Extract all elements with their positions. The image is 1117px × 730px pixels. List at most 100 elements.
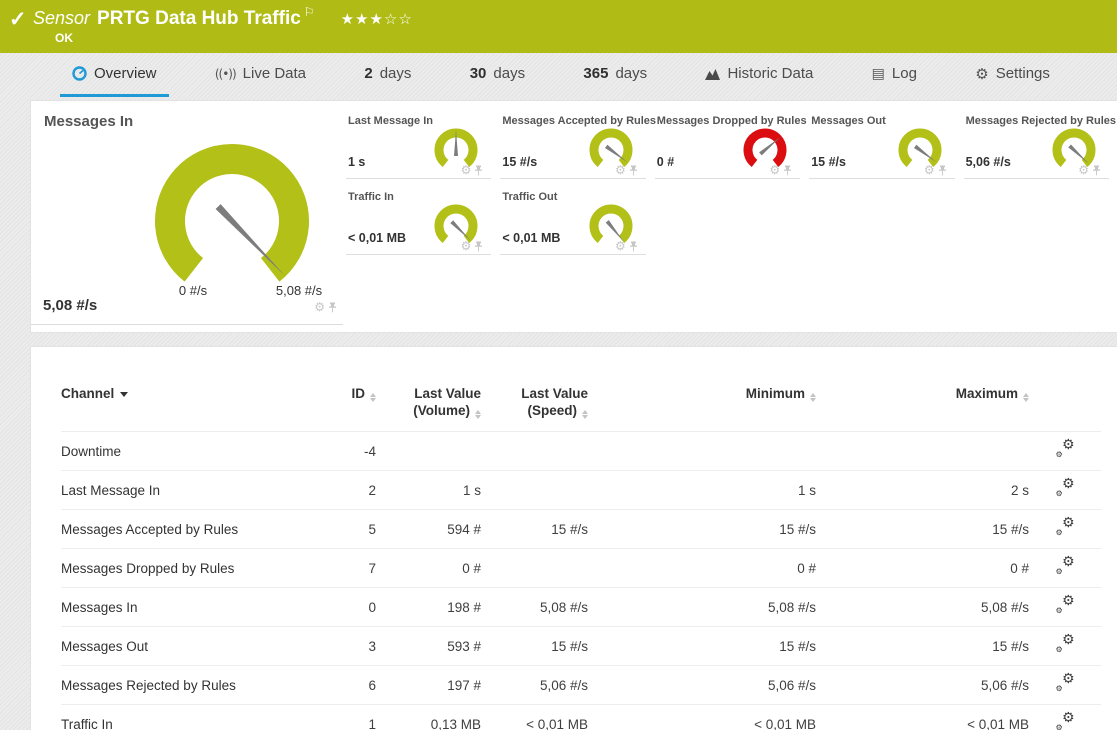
gear-icon[interactable]: ⚙: [769, 163, 781, 177]
pin-icon[interactable]: [783, 165, 792, 176]
column-header-channel[interactable]: Channel: [61, 385, 311, 432]
gauge-card-last-message-in[interactable]: Last Message In 1 s ⚙: [346, 113, 492, 179]
channel-settings-icon[interactable]: ⚙ ⚙: [1055, 554, 1075, 576]
gauge: [898, 128, 942, 167]
pin-icon[interactable]: [629, 241, 638, 252]
log-icon: ▤: [871, 65, 885, 82]
pin-icon[interactable]: [629, 165, 638, 176]
column-header-maximum[interactable]: Maximum: [816, 385, 1029, 432]
cell-actions: ⚙ ⚙: [1029, 548, 1101, 588]
cell-speed: < 0,01 MB: [481, 704, 588, 730]
cell-channel: Last Message In: [61, 470, 311, 510]
gauge: [155, 144, 309, 282]
gear-icon[interactable]: ⚙: [460, 163, 472, 177]
cell-id: 2: [311, 470, 376, 510]
cell-speed: 15 #/s: [481, 509, 588, 549]
tab-historic-data[interactable]: Historic Data: [693, 53, 825, 97]
flag-icon[interactable]: ⚐: [303, 5, 315, 19]
gauge: [1052, 128, 1096, 167]
cell-id: 3: [311, 626, 376, 666]
pin-icon[interactable]: [1092, 165, 1101, 176]
gear-icon[interactable]: ⚙: [615, 239, 626, 253]
column-header-minimum[interactable]: Minimum: [588, 385, 816, 432]
gauge-card-messages-out[interactable]: Messages Out 15 #/s ⚙: [809, 113, 955, 179]
gauge-card-traffic-out[interactable]: Traffic Out < 0,01 MB ⚙: [500, 189, 646, 255]
cell-id: 5: [311, 509, 376, 549]
cell-actions: ⚙ ⚙: [1029, 470, 1101, 510]
table-row-messages-rejected-by-rules[interactable]: Messages Rejected by Rules 6 197 #5,06 #/s…: [61, 665, 1101, 705]
tab-log[interactable]: ▤ Log: [860, 53, 929, 97]
channel-settings-icon[interactable]: ⚙ ⚙: [1055, 515, 1075, 537]
cell-id: 1: [311, 704, 376, 730]
pin-icon[interactable]: [938, 165, 947, 176]
cell-channel: Messages In: [61, 587, 311, 627]
gear-icon[interactable]: ⚙: [314, 300, 325, 314]
channel-settings-icon[interactable]: ⚙ ⚙: [1055, 632, 1075, 654]
channel-settings-icon[interactable]: ⚙ ⚙: [1055, 437, 1075, 459]
gear-icon[interactable]: ⚙: [923, 163, 935, 177]
table-row-messages-out[interactable]: Messages Out 3 593 #15 #/s 15 #/s 15 #/s ⚙ ⚙: [61, 626, 1101, 666]
tab-365-days[interactable]: 365 days: [571, 53, 659, 97]
gauge-card-messages-dropped-by-rules[interactable]: Messages Dropped by Rules 0 # ⚙: [654, 113, 807, 179]
gauge-value: 0 #: [656, 155, 675, 169]
gauge-card-messages-accepted-by-rules[interactable]: Messages Accepted by Rules 15 #/s ⚙: [500, 113, 656, 179]
cell-min: 1 s: [588, 470, 816, 510]
pin-icon[interactable]: [328, 302, 337, 313]
gauge-title: Last Message In: [348, 115, 433, 127]
gauge-title: Messages In: [44, 113, 134, 130]
table-row-traffic-in[interactable]: Traffic In 1 0,13 MB < 0,01 MB < 0,01 MB < 0,…: [61, 704, 1101, 730]
cell-max: 0 #: [816, 548, 1029, 588]
channel-settings-icon[interactable]: ⚙ ⚙: [1055, 710, 1075, 730]
gauge: [743, 128, 787, 167]
gear-icon[interactable]: ⚙: [615, 163, 626, 177]
column-header-last-value-speed[interactable]: Last Value (Speed): [521, 386, 588, 419]
tab-label: Settings: [995, 65, 1050, 82]
tab-2-days[interactable]: 2 days: [352, 53, 423, 97]
column-header-actions: [1029, 385, 1101, 432]
cell-volume: 198 #: [376, 587, 481, 627]
pin-icon[interactable]: [474, 241, 483, 252]
cell-min: 0 #: [588, 548, 816, 588]
table-row-messages-dropped-by-rules[interactable]: Messages Dropped by Rules 7 0 #0 #0 # ⚙ ⚙: [61, 548, 1101, 588]
table-row-messages-accepted-by-rules[interactable]: Messages Accepted by Rules 5 594 #15 #/s 15…: [61, 509, 1101, 549]
sort-icon: [370, 393, 376, 402]
tab-label: Log: [891, 65, 917, 82]
sensor-header: ✓ Sensor PRTG Data Hub Traffic ⚐ ★★★☆☆ OK: [0, 0, 1117, 53]
pin-icon[interactable]: [474, 165, 483, 176]
tab-live-data[interactable]: ((•)) Live Data: [203, 53, 318, 97]
gear-icon[interactable]: ⚙: [1078, 163, 1089, 177]
cell-actions: ⚙ ⚙: [1029, 665, 1101, 705]
tab-overview[interactable]: Overview: [60, 53, 169, 97]
gauge-title: Messages Out: [811, 115, 886, 127]
tab-label: days: [379, 65, 412, 82]
column-header-last-value-volume[interactable]: Last Value (Volume): [413, 386, 481, 419]
tab-number: 30: [469, 65, 487, 82]
cell-actions: ⚙ ⚙: [1029, 431, 1101, 471]
gauge-value: 15 #/s: [502, 155, 538, 169]
priority-stars[interactable]: ★★★☆☆: [340, 10, 413, 28]
table-row-messages-in[interactable]: Messages In 0 198 #5,08 #/s 5,08 #/s 5,08 #/…: [61, 587, 1101, 627]
cell-min: < 0,01 MB: [588, 704, 816, 730]
gear-icon[interactable]: ⚙: [460, 239, 472, 253]
gauge-card-traffic-in[interactable]: Traffic In < 0,01 MB ⚙: [346, 189, 492, 255]
gauges-panel: Messages In 0 #/s 5,08 #/s 5,08 #/s ⚙ La…: [30, 100, 1117, 333]
tab-settings[interactable]: ⚙ Settings: [963, 53, 1062, 97]
settings-icon: ⚙: [975, 64, 989, 83]
cell-speed: [481, 431, 588, 471]
cell-max: [816, 431, 1029, 471]
channel-settings-icon[interactable]: ⚙ ⚙: [1055, 476, 1075, 498]
table-row-downtime[interactable]: Downtime -4 ⚙ ⚙: [61, 431, 1101, 471]
gauge-card-messages-rejected-by-rules[interactable]: Messages Rejected by Rules 5,06 #/s ⚙: [963, 113, 1116, 179]
channel-settings-icon[interactable]: ⚙ ⚙: [1055, 593, 1075, 615]
channels-panel: Channel ID Last Value (Volume) Last Valu…: [30, 346, 1117, 730]
sort-icon: [1023, 393, 1029, 402]
cell-min: 15 #/s: [588, 626, 816, 666]
tab-30-days[interactable]: 30 days: [458, 53, 537, 97]
cell-min: 15 #/s: [588, 509, 816, 549]
column-header-id[interactable]: ID: [311, 385, 376, 432]
cell-volume: 0,13 MB: [376, 704, 481, 730]
gauge-card-messages-in[interactable]: Messages In 0 #/s 5,08 #/s 5,08 #/s ⚙: [31, 101, 343, 325]
sort-icon: [582, 410, 588, 419]
channel-settings-icon[interactable]: ⚙ ⚙: [1055, 671, 1075, 693]
